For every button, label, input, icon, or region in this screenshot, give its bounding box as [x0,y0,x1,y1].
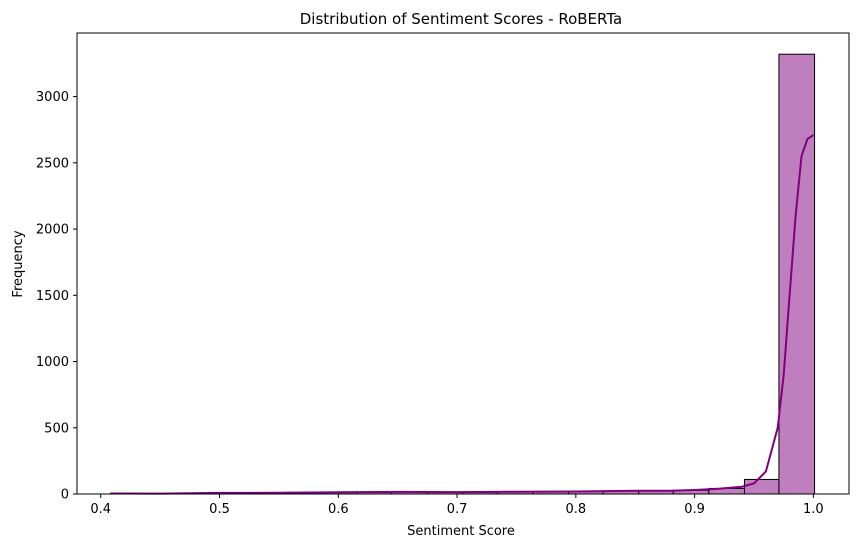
y-tick-label: 3000 [36,90,69,105]
x-tick-label: 1.0 [803,502,824,517]
y-tick-label: 0 [61,488,69,503]
x-tick-label: 0.6 [328,502,349,517]
x-axis-ticks: 0.4 0.5 0.6 0.7 0.8 0.9 1.0 [90,494,824,517]
x-tick-label: 0.5 [209,502,230,517]
y-tick-label: 1000 [36,355,69,370]
x-tick-label: 0.7 [447,502,468,517]
y-tick-label: 500 [44,421,69,436]
x-tick-label: 0.8 [565,502,586,517]
y-tick-label: 1500 [36,289,69,304]
y-tick-label: 2000 [36,223,69,238]
histogram-bar-19 [778,53,816,495]
histogram-bar-18 [743,478,780,495]
bars-group [109,53,816,495]
x-tick-label: 0.4 [90,502,111,517]
x-tick-label: 0.9 [684,502,705,517]
plot-frame [76,32,850,495]
y-axis-label: Frequency [11,230,26,297]
chart-title: Distribution of Sentiment Scores - RoBER… [300,10,622,28]
y-tick-label: 2500 [36,156,69,171]
x-axis-label: Sentiment Score [407,524,515,539]
y-axis-ticks: 0 500 1000 1500 2000 2500 3000 [36,90,77,503]
kde-curve [110,134,814,495]
